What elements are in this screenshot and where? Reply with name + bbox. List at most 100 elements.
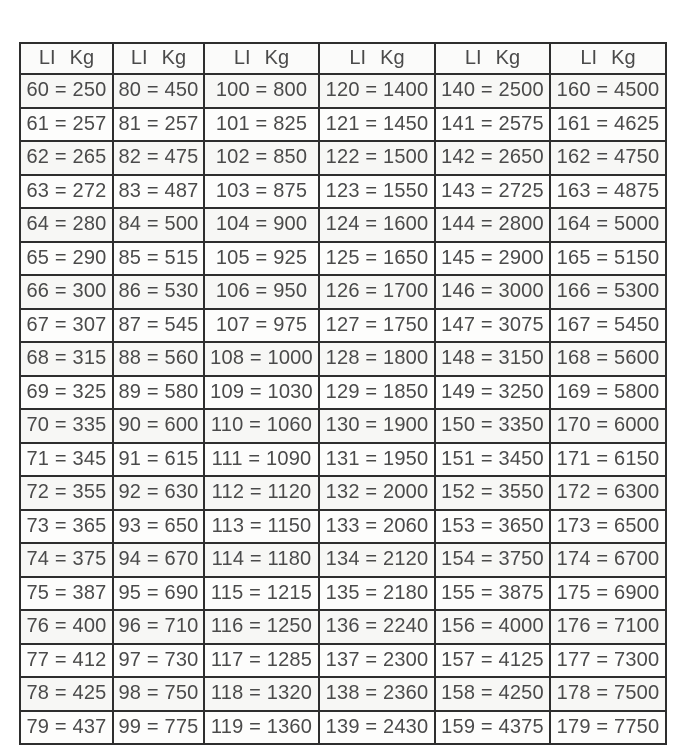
table-cell: 70 = 335 [19, 408, 114, 444]
table-cell: 64 = 280 [19, 207, 114, 243]
table-cell: 168 = 5600 [549, 341, 667, 377]
table-cell: 98 = 750 [112, 676, 205, 712]
table-cell: 156 = 4000 [434, 609, 551, 645]
table-cell: 76 = 400 [19, 609, 114, 645]
table-cell: 95 = 690 [112, 575, 205, 611]
table-cell: 102 = 850 [203, 140, 320, 176]
table-cell: 121 = 1450 [318, 106, 436, 142]
table-cell: 125 = 1650 [318, 240, 436, 276]
header-kg-label: Kg [495, 47, 521, 69]
table-cell: 88 = 560 [112, 341, 205, 377]
table-cell: 175 = 6900 [549, 575, 667, 611]
header-li-label: LI [233, 47, 251, 69]
table-cell: 104 = 900 [203, 207, 320, 243]
table-cell: 173 = 6500 [549, 508, 667, 544]
table-cell: 120 = 1400 [318, 73, 436, 109]
table-cell: 137 = 2300 [318, 642, 436, 678]
table-cell: 108 = 1000 [203, 341, 320, 377]
column-header-col-60-79: LI Kg [19, 42, 114, 75]
table-cell: 153 = 3650 [434, 508, 551, 544]
table-cell: 139 = 2430 [318, 709, 436, 745]
table-cell: 61 = 257 [19, 106, 114, 142]
table-cell: 124 = 1600 [318, 207, 436, 243]
table-cell: 134 = 2120 [318, 542, 436, 578]
table-cell: 141 = 2575 [434, 106, 551, 142]
table-cell: 135 = 2180 [318, 575, 436, 611]
table-cell: 63 = 272 [19, 173, 114, 209]
table-row: 60 = 250 80 = 450 100 = 800 120 = 1400 140 =… [19, 73, 667, 109]
table-cell: 117 = 1285 [203, 642, 320, 678]
table-cell: 167 = 5450 [549, 307, 667, 343]
table-cell: 151 = 3450 [434, 441, 551, 477]
table-cell: 79 = 437 [19, 709, 114, 745]
table-cell: 99 = 775 [112, 709, 205, 745]
table-row: 62 = 265 82 = 475 102 = 850 122 = 1500 142 =… [19, 140, 667, 176]
header-kg-label: Kg [161, 47, 187, 69]
table-cell: 77 = 412 [19, 642, 114, 678]
table-cell: 164 = 5000 [549, 207, 667, 243]
table-cell: 149 = 3250 [434, 374, 551, 410]
table-cell: 126 = 1700 [318, 274, 436, 310]
table-cell: 74 = 375 [19, 542, 114, 578]
table-cell: 106 = 950 [203, 274, 320, 310]
column-header-col-100-119: LI Kg [203, 42, 320, 75]
table-cell: 105 = 925 [203, 240, 320, 276]
table-cell: 96 = 710 [112, 609, 205, 645]
table-cell: 80 = 450 [112, 73, 205, 109]
table-cell: 174 = 6700 [549, 542, 667, 578]
table-cell: 160 = 4500 [549, 73, 667, 109]
table-row: 78 = 425 98 = 750 118 = 1320 138 = 2360 158 … [19, 676, 667, 712]
header-li-label: LI [38, 47, 56, 69]
table-cell: 71 = 345 [19, 441, 114, 477]
table-cell: 161 = 4625 [549, 106, 667, 142]
table-cell: 94 = 670 [112, 542, 205, 578]
header-kg-label: Kg [611, 47, 636, 69]
table-cell: 131 = 1950 [318, 441, 436, 477]
table-cell: 118 = 1320 [203, 676, 320, 712]
table-cell: 166 = 5300 [549, 274, 667, 310]
table-cell: 179 = 7750 [549, 709, 667, 745]
table-cell: 92 = 630 [112, 475, 205, 511]
table-cell: 66 = 300 [19, 274, 114, 310]
header-li-label: LI [580, 47, 598, 69]
table-cell: 84 = 500 [112, 207, 205, 243]
table-cell: 89 = 580 [112, 374, 205, 410]
table-cell: 93 = 650 [112, 508, 205, 544]
table-cell: 87 = 545 [112, 307, 205, 343]
table-cell: 158 = 4250 [434, 676, 551, 712]
table-cell: 101 = 825 [203, 106, 320, 142]
table-cell: 172 = 6300 [549, 475, 667, 511]
table-cell: 146 = 3000 [434, 274, 551, 310]
table-row: 74 = 375 94 = 670 114 = 1180 134 = 2120 154 … [19, 542, 667, 578]
table-cell: 83 = 487 [112, 173, 205, 209]
table-cell: 115 = 1215 [203, 575, 320, 611]
table-cell: 97 = 730 [112, 642, 205, 678]
table-cell: 78 = 425 [19, 676, 114, 712]
table-cell: 72 = 355 [19, 475, 114, 511]
table-row: 61 = 257 81 = 257 101 = 825 121 = 1450 141 =… [19, 106, 667, 142]
table-cell: 142 = 2650 [434, 140, 551, 176]
table-cell: 138 = 2360 [318, 676, 436, 712]
table-cell: 162 = 4750 [549, 140, 667, 176]
table-cell: 152 = 3550 [434, 475, 551, 511]
table-cell: 165 = 5150 [549, 240, 667, 276]
table-cell: 110 = 1060 [203, 408, 320, 444]
table-cell: 145 = 2900 [434, 240, 551, 276]
table-cell: 69 = 325 [19, 374, 114, 410]
column-header-col-140-159: LI Kg [434, 42, 551, 75]
table-cell: 73 = 365 [19, 508, 114, 544]
table-cell: 155 = 3875 [434, 575, 551, 611]
table-cell: 114 = 1180 [203, 542, 320, 578]
table-cell: 157 = 4125 [434, 642, 551, 678]
table-row: 67 = 307 87 = 545 107 = 975 127 = 1750 147 =… [19, 307, 667, 343]
table-row: 79 = 437 99 = 775 119 = 1360 139 = 2430 159 … [19, 709, 667, 745]
table-cell: 148 = 3150 [434, 341, 551, 377]
table-row: 73 = 365 93 = 650 113 = 1150 133 = 2060 153 … [19, 508, 667, 544]
table-cell: 91 = 615 [112, 441, 205, 477]
table-cell: 154 = 3750 [434, 542, 551, 578]
table-cell: 159 = 4375 [434, 709, 551, 745]
table-cell: 65 = 290 [19, 240, 114, 276]
header-li-label: LI [464, 47, 482, 69]
table-cell: 169 = 5800 [549, 374, 667, 410]
